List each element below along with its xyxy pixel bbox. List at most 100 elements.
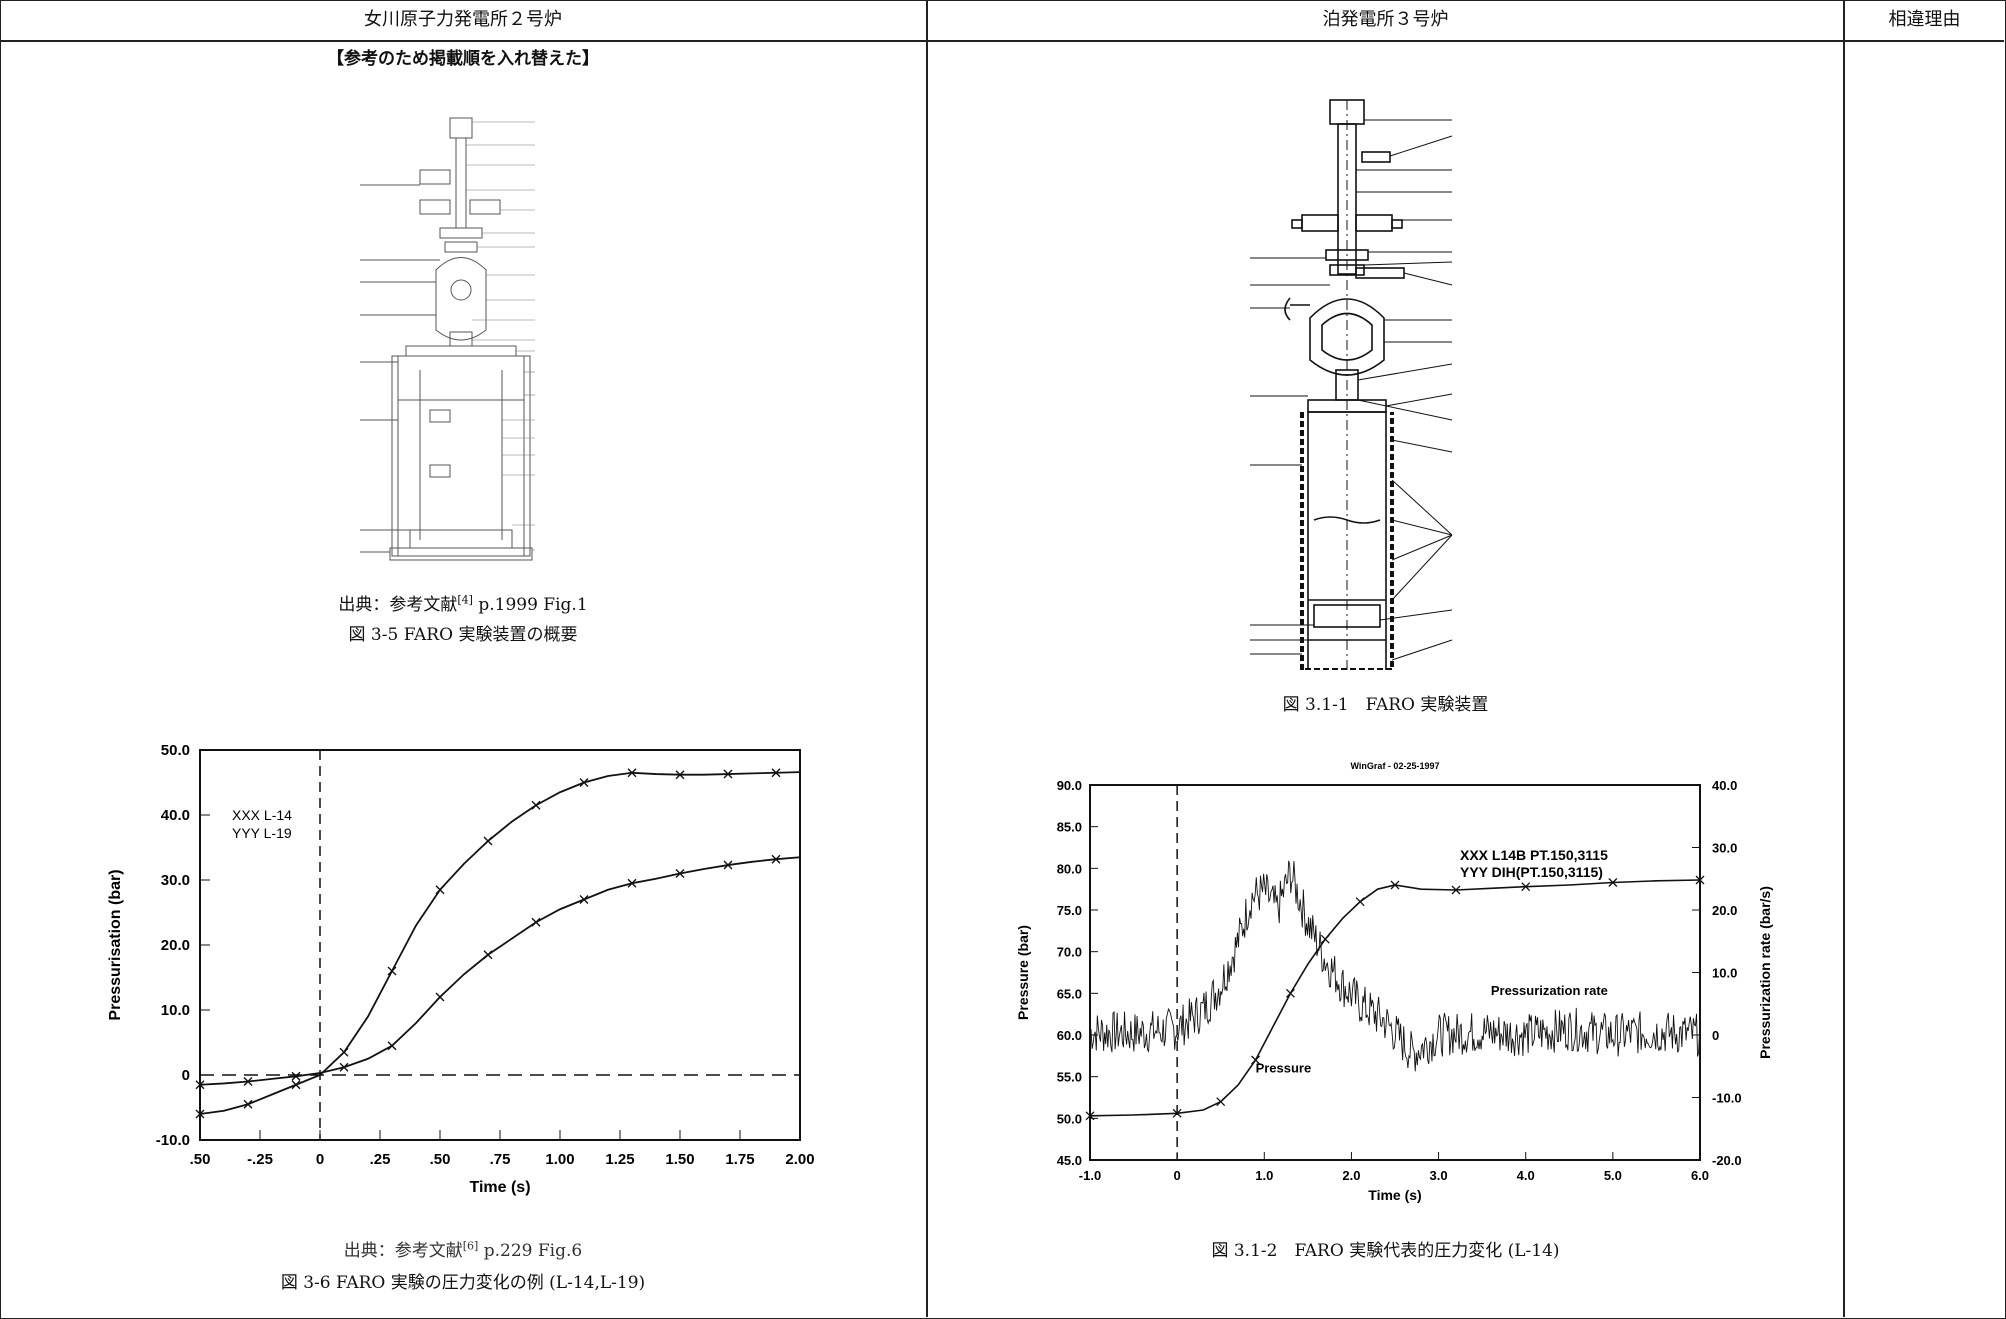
x-tick-label: .50 [430,1151,451,1168]
x-tick-label: 5.0 [1604,1168,1622,1183]
series-marker-pressure [1320,934,1330,944]
caption-fig-3-1-2: 図 3.1-2 FARO 実験代表的圧力変化 (L-14) [1211,1241,1560,1261]
series-marker-l-14 [195,1109,205,1119]
y-tick-label: 20.0 [161,937,190,954]
legend-entry: YYY DIH(PT.150,3115) [1460,864,1603,880]
x-tick-label: 1.75 [725,1151,754,1168]
x-tick-label: 2.0 [1342,1168,1360,1183]
series-marker-pressure [1451,885,1461,895]
series-marker-l-14 [483,836,493,846]
y2-tick-label: -20.0 [1712,1153,1742,1168]
pressure-rate-chart-l14: WinGraf - 02-25-1997 -1.0 0 1.0 2.0 3.0 4.0 5.0… [1015,761,1773,1203]
chart-title: WinGraf - 02-25-1997 [1351,761,1440,771]
series-marker-l-14 [339,1047,349,1057]
y-tick-label: 70.0 [1057,945,1082,960]
series-marker-pressure [1355,897,1365,907]
faro-apparatus-diagram-left [360,117,535,561]
y-tick-label: 0 [182,1067,190,1084]
series-marker-l-19 [291,1071,301,1081]
y-tick-label: 90.0 [1057,778,1082,793]
y-tick-label: 30.0 [161,872,190,889]
legend-entry: XXX L14B PT.150,3115 [1460,847,1608,863]
series-marker-l-14 [531,800,541,810]
x-tick-label: 1.0 [1255,1168,1273,1183]
series-marker-pressure [1285,988,1295,998]
legend-entry: XXX L-14 [232,807,292,823]
x-tick-label: .50 [190,1151,211,1168]
series-marker-l-14 [723,769,733,779]
series-marker-l-19 [531,917,541,927]
series-marker-l-19 [435,992,445,1002]
series-marker-pressure [1521,882,1531,892]
series-marker-l-19 [771,854,781,864]
series-marker-pressure [1608,878,1618,887]
y-tick-label: 10.0 [161,1002,190,1019]
series-marker-l-19 [243,1077,253,1086]
y2-tick-label: -10.0 [1712,1091,1742,1106]
faro-apparatus-diagram-right [1250,99,1453,670]
y-tick-label: 50.0 [161,742,190,759]
y-tick-label: 75.0 [1057,903,1082,918]
plot-frame [1089,784,1701,1161]
x-tick-label: 0 [1174,1168,1181,1183]
x-tick-label: 2.00 [785,1151,814,1168]
series-marker-pressure [1251,1055,1261,1065]
header-onagawa: 女川原子力発電所２号炉 [364,9,562,30]
series-marker-l-19 [483,950,493,960]
header-reason: 相違理由 [1888,9,1961,30]
series-marker-pressure [1172,1108,1182,1118]
series-marker-l-19 [195,1080,205,1090]
series-line-l-19 [199,856,801,1086]
x-tick-label: 6.0 [1691,1168,1709,1183]
series-marker-pressure [1216,1097,1226,1107]
x-tick-label: .75 [490,1151,511,1168]
column-divider [1843,0,1845,1317]
source-note-fig-3-5: 出典：参考文献[4] p.1999 Fig.1 [338,593,588,615]
y-tick-label: -10.0 [156,1132,190,1149]
series-marker-l-19 [387,1041,397,1051]
series-marker-l-14 [675,770,685,780]
x-tick-label: 1.00 [545,1151,574,1168]
reorder-note: 【参考のため掲載順を入れ替えた】 [327,49,599,69]
series-marker-l-14 [579,778,589,787]
x-tick-label: 1.25 [605,1151,634,1168]
series-marker-l-19 [723,860,733,870]
y-tick-label: 55.0 [1057,1070,1082,1085]
y-tick-label: 65.0 [1057,986,1082,1001]
y2-tick-label: 20.0 [1712,903,1737,918]
y-tick-label: 60.0 [1057,1028,1082,1043]
series-line-pressurization-rate [1089,860,1701,1072]
series-marker-l-14 [627,768,637,778]
pressure-annotation: Pressure [1256,1061,1312,1076]
x-axis-label: Time (s) [1368,1187,1421,1203]
series-marker-l-14 [435,885,445,895]
series-marker-l-19 [675,869,685,878]
x-tick-label: .25 [370,1151,391,1168]
y-tick-label: 50.0 [1057,1111,1082,1126]
series-marker-pressure [1085,1111,1095,1121]
y-tick-label: 80.0 [1057,861,1082,876]
y2-axis-label: Pressurization rate (bar/s) [1757,886,1773,1059]
header-divider [0,40,2004,42]
column-divider [926,0,928,1317]
pressurisation-chart-l14-l19: .50 -.25 0 .25 .50 .75 1.00 1.25 1.50 1.75 2.00 -10… [107,742,815,1196]
x-tick-label: -1.0 [1079,1168,1101,1183]
y2-tick-label: 10.0 [1712,966,1737,981]
y2-tick-label: 40.0 [1712,778,1737,793]
legend-entry: YYY L-19 [232,825,292,841]
y-axis-label: Pressure (bar) [1015,925,1031,1020]
series-marker-l-14 [771,768,781,778]
y2-tick-label: 0 [1712,1028,1719,1043]
series-marker-pressure [1695,875,1705,885]
x-tick-label: 0 [316,1151,324,1168]
series-marker-l-19 [339,1062,349,1072]
x-tick-label: 4.0 [1517,1168,1535,1183]
rate-annotation: Pressurization rate [1491,983,1608,998]
series-line-pressure [1089,879,1701,1117]
x-axis-label: Time (s) [469,1179,530,1196]
y-tick-label: 45.0 [1057,1153,1082,1168]
series-marker-l-14 [291,1080,301,1090]
source-note-fig-3-6: 出典：参考文献[6] p.229 Fig.6 [343,1239,583,1261]
series-marker-l-14 [243,1099,253,1109]
y-tick-label: 40.0 [161,807,190,824]
